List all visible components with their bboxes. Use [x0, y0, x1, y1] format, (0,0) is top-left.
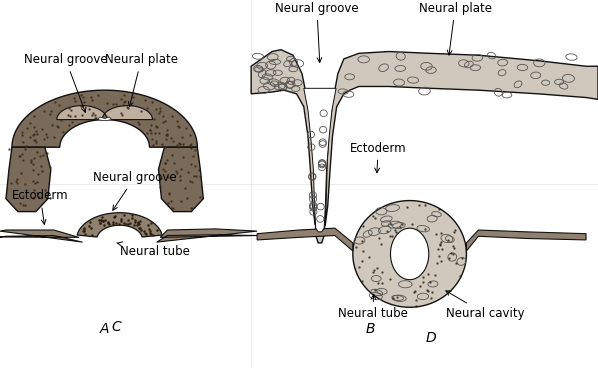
Text: Neural plate: Neural plate — [105, 53, 178, 107]
Text: Neural plate: Neural plate — [419, 2, 492, 55]
Text: D: D — [425, 331, 436, 345]
Polygon shape — [353, 201, 466, 307]
Text: A: A — [100, 322, 109, 336]
Polygon shape — [97, 117, 112, 121]
Text: Neural groove: Neural groove — [24, 53, 108, 112]
Text: Neural cavity: Neural cavity — [446, 291, 524, 320]
Text: Ectoderm: Ectoderm — [350, 142, 407, 173]
Polygon shape — [57, 106, 152, 120]
Polygon shape — [0, 230, 83, 242]
Polygon shape — [77, 213, 162, 237]
Text: Neural tube: Neural tube — [338, 294, 408, 320]
Text: B: B — [366, 322, 376, 336]
Text: Neural tube: Neural tube — [117, 242, 190, 258]
Polygon shape — [251, 50, 598, 243]
Polygon shape — [158, 147, 203, 212]
Polygon shape — [6, 147, 51, 212]
Text: Neural groove: Neural groove — [275, 2, 359, 63]
Polygon shape — [466, 230, 586, 251]
Text: C: C — [112, 320, 121, 334]
Text: Ectoderm: Ectoderm — [12, 190, 69, 224]
Polygon shape — [157, 229, 257, 242]
Polygon shape — [390, 228, 429, 280]
Polygon shape — [257, 228, 353, 251]
Polygon shape — [12, 90, 197, 147]
Text: Neural groove: Neural groove — [93, 171, 176, 210]
Polygon shape — [304, 88, 336, 232]
